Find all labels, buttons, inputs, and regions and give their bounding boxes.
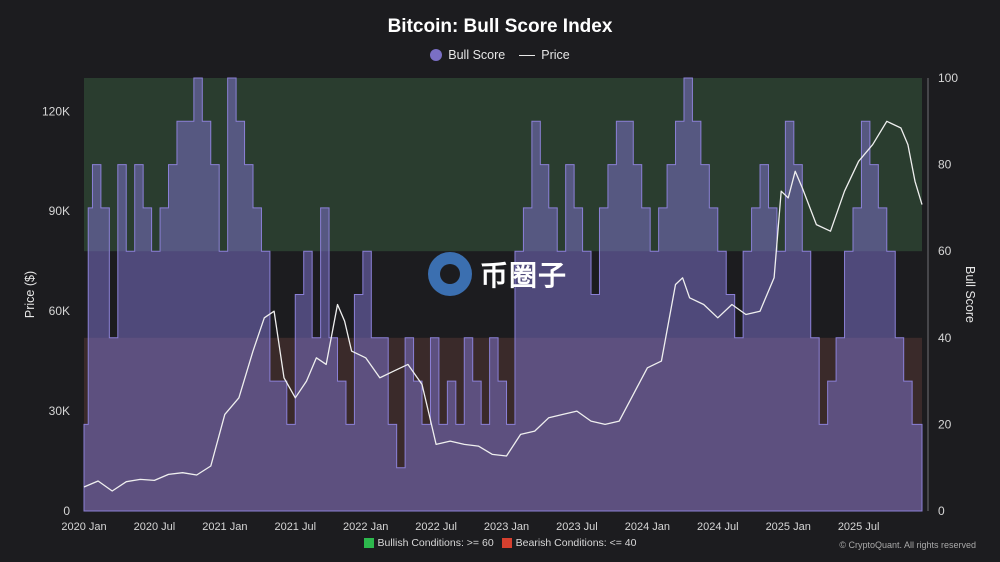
bullish-label: Bullish Conditions: >= 60 bbox=[377, 537, 494, 549]
y-right-tick-label: 40 bbox=[938, 331, 952, 345]
x-tick-label: 2023 Jul bbox=[556, 521, 598, 533]
zone-legend: Bullish Conditions: >= 60 Bearish Condit… bbox=[0, 537, 1000, 549]
x-tick-label: 2022 Jan bbox=[343, 521, 388, 533]
legend-swatch-bull-score bbox=[430, 49, 443, 61]
y-left-tick-label: 0 bbox=[63, 504, 70, 518]
x-tick-label: 2023 Jan bbox=[484, 521, 529, 533]
zone-band-0 bbox=[84, 78, 922, 252]
watermark: 币圈子 bbox=[428, 252, 567, 296]
y-left-tick-label: 90K bbox=[49, 204, 70, 218]
x-tick-label: 2025 Jan bbox=[766, 521, 811, 533]
watermark-text: 币圈子 bbox=[480, 260, 568, 291]
bull-score-area bbox=[83, 77, 923, 512]
legend-item-price[interactable]: Price bbox=[519, 48, 570, 62]
chart-legend: Bull Score Price bbox=[0, 48, 1000, 62]
bearish-swatch bbox=[501, 538, 512, 548]
y-right-axis-title: Bull Score bbox=[963, 266, 977, 323]
copyright-credit: © CryptoQuant. All rights reserved bbox=[839, 540, 976, 550]
x-tick-label: 2021 Jan bbox=[202, 521, 247, 533]
chart-title: Bitcoin: Bull Score Index bbox=[387, 16, 613, 37]
x-tick-label: 2022 Jul bbox=[415, 521, 457, 533]
bullish-swatch bbox=[363, 538, 374, 548]
y-left-tick-label: 60K bbox=[49, 304, 70, 318]
y-right-tick-label: 60 bbox=[938, 244, 952, 258]
y-right-tick-label: 0 bbox=[938, 504, 945, 518]
x-tick-label: 2021 Jul bbox=[274, 521, 316, 533]
y-right-tick-label: 80 bbox=[938, 158, 952, 172]
y-left-tick-label: 120K bbox=[42, 104, 70, 118]
y-left-tick-label: 30K bbox=[49, 404, 70, 418]
legend-label-price: Price bbox=[541, 48, 570, 62]
x-tick-label: 2024 Jan bbox=[625, 521, 670, 533]
x-tick-label: 2020 Jul bbox=[134, 521, 176, 533]
y-right-tick-label: 20 bbox=[938, 417, 952, 431]
legend-label-bull-score: Bull Score bbox=[448, 48, 506, 62]
legend-swatch-price bbox=[519, 54, 536, 56]
x-tick-label: 2025 Jul bbox=[838, 521, 880, 533]
bearish-label: Bearish Conditions: <= 40 bbox=[515, 537, 637, 549]
x-tick-label: 2024 Jul bbox=[697, 521, 739, 533]
y-left-axis-title: Price ($) bbox=[23, 271, 37, 318]
x-tick-label: 2020 Jan bbox=[61, 521, 106, 533]
watermark-logo-icon bbox=[428, 252, 472, 296]
price-line bbox=[83, 120, 923, 492]
y-right-tick-label: 100 bbox=[938, 71, 958, 85]
legend-item-bull-score[interactable]: Bull Score bbox=[430, 48, 505, 62]
